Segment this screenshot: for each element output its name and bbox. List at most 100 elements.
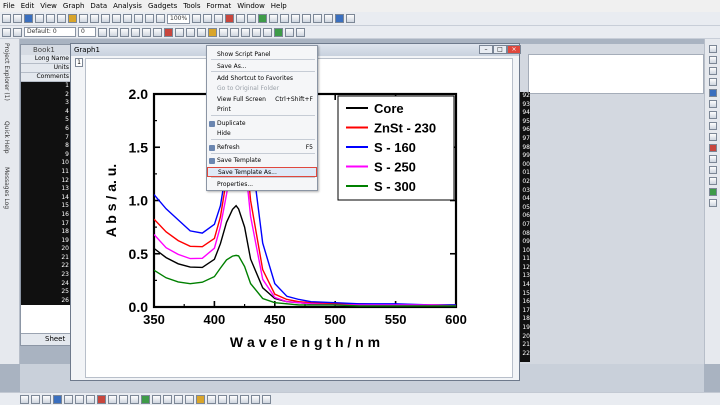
underline-icon[interactable] xyxy=(120,27,129,37)
pointer-tool-icon[interactable] xyxy=(708,45,717,53)
zoom-select[interactable]: 100% xyxy=(167,13,191,24)
menu-item-view-full-screen[interactable]: View Full Screen Ctrl+Shift+F xyxy=(207,95,317,105)
new-graph-icon[interactable] xyxy=(24,14,33,23)
fill-color-icon[interactable] xyxy=(175,27,184,37)
extract-layers-icon[interactable] xyxy=(262,394,271,404)
absorbance-chart[interactable]: 350 400 450 500 550 600 0.0 0.5 1.0 1.5 2.0 W a v e… xyxy=(86,59,514,379)
superscript-icon[interactable] xyxy=(131,27,140,37)
open-icon[interactable] xyxy=(57,14,66,23)
greek-icon[interactable] xyxy=(153,27,162,37)
refresh-icon[interactable] xyxy=(112,14,121,23)
column-plot-icon[interactable] xyxy=(53,394,62,404)
project-explorer-icon[interactable] xyxy=(258,14,268,23)
row-number[interactable]: 13 xyxy=(61,185,69,193)
graph-window[interactable]: Graph1 – □ × 1 350 400 450 500 550 600 0.0 0.5 1… xyxy=(70,43,521,381)
menu-window[interactable]: Window xyxy=(237,2,265,10)
duplicate-icon[interactable] xyxy=(123,14,132,23)
3d-bar-icon[interactable] xyxy=(174,394,183,404)
code-builder-icon[interactable] xyxy=(247,14,257,23)
new-project-icon[interactable] xyxy=(2,14,11,23)
row-number[interactable]: 11 xyxy=(61,167,69,175)
minimize-button[interactable]: – xyxy=(479,45,493,54)
symbol-size-icon[interactable] xyxy=(230,27,239,37)
digitizer-icon[interactable] xyxy=(313,14,323,23)
project-explorer-tab[interactable]: Project Explorer (1) xyxy=(3,43,10,101)
layer-icon[interactable] xyxy=(280,14,290,23)
row-number[interactable]: 12 xyxy=(61,176,69,184)
arrow-tool-icon[interactable] xyxy=(708,133,717,141)
align-right-icon[interactable] xyxy=(263,27,272,37)
annotation-icon[interactable] xyxy=(708,111,717,119)
surface-plot-icon[interactable] xyxy=(108,394,117,404)
area-plot-icon[interactable] xyxy=(86,394,95,404)
menu-tools[interactable]: Tools xyxy=(183,2,201,10)
waterfall-icon[interactable] xyxy=(185,394,194,404)
menu-item-duplicate[interactable]: Duplicate xyxy=(207,119,317,129)
menu-item-print[interactable]: Print xyxy=(207,105,317,115)
toolbar-more-icon[interactable] xyxy=(346,14,356,23)
row-number[interactable]: 9 xyxy=(65,150,69,158)
polygon-tool-icon[interactable] xyxy=(708,177,717,185)
quick-help-tab[interactable]: Quick Help xyxy=(3,121,10,154)
zoom-tool-icon[interactable] xyxy=(708,56,717,64)
menu-item-add-shortcut-to-favorites[interactable]: Add Shortcut to Favorites xyxy=(207,74,317,84)
polar-plot-icon[interactable] xyxy=(130,394,139,404)
recalculate-icon[interactable] xyxy=(134,14,143,23)
heatmap-icon[interactable] xyxy=(196,394,205,404)
pattern-icon[interactable] xyxy=(208,27,217,37)
results-log-icon[interactable] xyxy=(225,14,235,23)
3d-scatter-icon[interactable] xyxy=(163,394,172,404)
row-number[interactable]: 26 xyxy=(61,296,69,304)
learning-center-icon[interactable] xyxy=(335,14,345,23)
text-insert-icon[interactable] xyxy=(708,199,717,207)
row-number[interactable]: 10 xyxy=(61,159,69,167)
row-number[interactable]: 5 xyxy=(65,116,69,124)
messages-log-tab[interactable]: Messages Log xyxy=(3,167,10,210)
menu-item-save-template[interactable]: Save Template xyxy=(207,156,317,166)
add-column-icon[interactable] xyxy=(145,14,154,23)
row-number[interactable]: 17 xyxy=(61,219,69,227)
mask-tool-icon[interactable] xyxy=(708,89,717,97)
font-size-select[interactable]: 0 xyxy=(78,27,96,37)
double-y-icon[interactable] xyxy=(240,394,249,404)
zoom-out-icon[interactable] xyxy=(214,14,224,23)
menu-gadgets[interactable]: Gadgets xyxy=(147,2,178,10)
italic-icon[interactable] xyxy=(109,27,118,37)
sheet-tab[interactable]: Sheet xyxy=(21,333,71,345)
workbook-title[interactable]: Book1 xyxy=(21,45,71,55)
new-excel-icon[interactable] xyxy=(302,14,312,23)
row-number[interactable]: 14 xyxy=(61,193,69,201)
row-number[interactable]: 3 xyxy=(65,99,69,107)
row-number[interactable]: 1 xyxy=(65,82,69,89)
row-number[interactable]: 21 xyxy=(61,253,69,261)
line-symbol-icon[interactable] xyxy=(42,394,51,404)
menu-help[interactable]: Help xyxy=(270,2,287,10)
layer-1-icon[interactable]: 1 xyxy=(75,58,83,67)
menu-item-show-script-panel[interactable]: Show Script Panel xyxy=(207,50,317,60)
menu-analysis[interactable]: Analysis xyxy=(113,2,142,10)
row-number[interactable]: 20 xyxy=(61,245,69,253)
bold-icon[interactable] xyxy=(98,27,107,37)
row-number[interactable]: 19 xyxy=(61,236,69,244)
save-icon[interactable] xyxy=(68,14,77,23)
copy-page-icon[interactable] xyxy=(101,14,110,23)
align-center-icon[interactable] xyxy=(252,27,261,37)
print-icon[interactable] xyxy=(90,14,99,23)
line-width-icon[interactable] xyxy=(197,27,206,37)
new-notes-icon[interactable] xyxy=(46,14,55,23)
import-icon[interactable] xyxy=(79,14,88,23)
row-number[interactable]: 6 xyxy=(65,124,69,132)
line-tool-icon[interactable] xyxy=(708,122,717,130)
line-style-icon[interactable] xyxy=(186,27,195,37)
subscript-icon[interactable] xyxy=(142,27,151,37)
row-number[interactable]: 25 xyxy=(61,288,69,296)
font-select[interactable]: Default: 0 xyxy=(24,27,76,37)
pie-chart-icon[interactable] xyxy=(75,394,84,404)
new-function-icon[interactable] xyxy=(291,14,301,23)
row-number[interactable]: 8 xyxy=(65,142,69,150)
draw-data-icon[interactable] xyxy=(708,100,717,108)
menu-view[interactable]: View xyxy=(40,2,57,10)
rescale-icon[interactable] xyxy=(192,14,202,23)
row-number[interactable]: 4 xyxy=(65,107,69,115)
